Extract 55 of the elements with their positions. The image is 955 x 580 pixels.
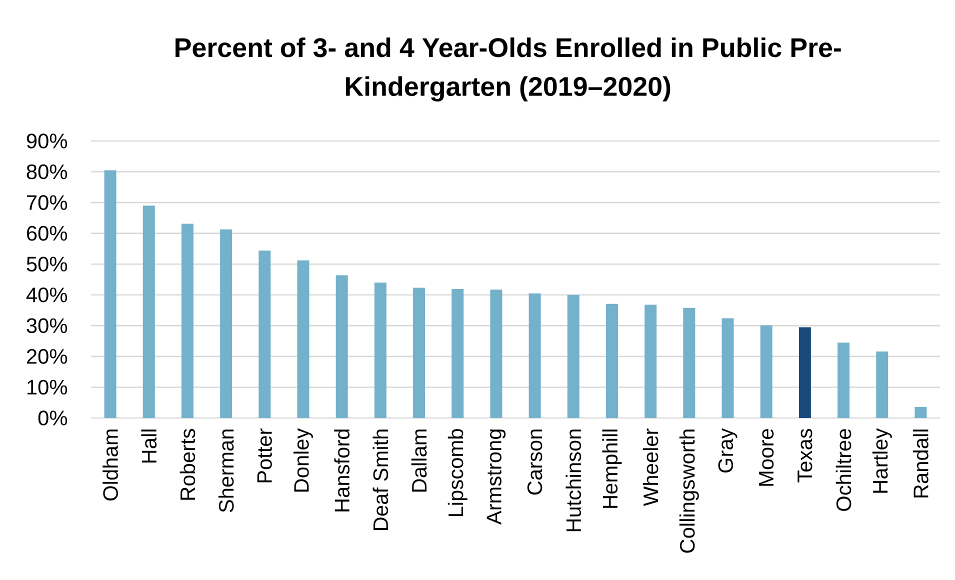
x-tick-label: Hall [141, 430, 157, 463]
bar [606, 304, 618, 418]
bar [722, 318, 734, 418]
x-tick-label: Collingsworth [679, 430, 699, 553]
bar [297, 260, 310, 418]
bar [683, 308, 696, 418]
x-tick-label: Carson [527, 430, 542, 495]
x-tick-label: Hartley [872, 428, 892, 493]
y-tick-label: 0% [38, 410, 68, 426]
y-tick-label: 10% [28, 380, 68, 395]
y-tick-label: 30% [26, 318, 68, 334]
x-tick-label: Ochiltree [836, 429, 852, 511]
x-tick-label: Hansford [334, 430, 350, 512]
x-tick-label: Wheeler [642, 428, 658, 506]
bar [876, 352, 888, 418]
x-tick-label: Donley [294, 428, 314, 492]
bar [452, 289, 464, 418]
bar [914, 406, 927, 418]
y-tick-label: 40% [26, 287, 68, 302]
bar [258, 250, 271, 418]
bar [644, 304, 657, 418]
bar [181, 224, 194, 418]
x-tick-label: Moore [759, 429, 774, 486]
x-tick-label: Roberts [180, 428, 196, 500]
bar [490, 290, 502, 418]
x-tick-label: Gray [718, 428, 738, 472]
bar [567, 294, 580, 418]
y-tick-label: 50% [26, 256, 68, 272]
y-tick-label: 80% [26, 164, 68, 180]
x-tick-label: Lipscomb [448, 429, 468, 516]
y-tick-label: 60% [26, 226, 68, 241]
x-tick-label: Deaf Smith [372, 430, 388, 530]
x-tick-label: Dallam [411, 430, 427, 492]
bar [760, 325, 772, 418]
bar [142, 206, 155, 418]
y-tick-label: 20% [26, 349, 68, 364]
bar [104, 170, 116, 418]
bar [336, 275, 348, 418]
x-tick-label: Armstrong [486, 430, 506, 525]
x-tick-label: Hutchinson [566, 430, 582, 532]
y-tick-label: 90% [26, 134, 68, 148]
bar [374, 282, 386, 418]
x-tick-label: Randall [913, 430, 928, 498]
x-tick-label: Texas [798, 428, 812, 482]
bar [220, 229, 232, 418]
chart-title: Percent of 3- and 4 Year-Olds Enrolled in Public Pre-Kindergarten (2019–2020) [176, 37, 841, 102]
x-tick-label: Potter [257, 428, 272, 482]
x-tick-label: Oldham [102, 430, 118, 500]
x-tick-label: Sherman [218, 430, 234, 512]
x-tick-label: Hemphill [602, 430, 622, 508]
bar [528, 293, 541, 418]
bar [798, 327, 811, 418]
bar [413, 288, 426, 418]
y-tick-label: 70% [27, 195, 68, 210]
bar [838, 342, 850, 418]
